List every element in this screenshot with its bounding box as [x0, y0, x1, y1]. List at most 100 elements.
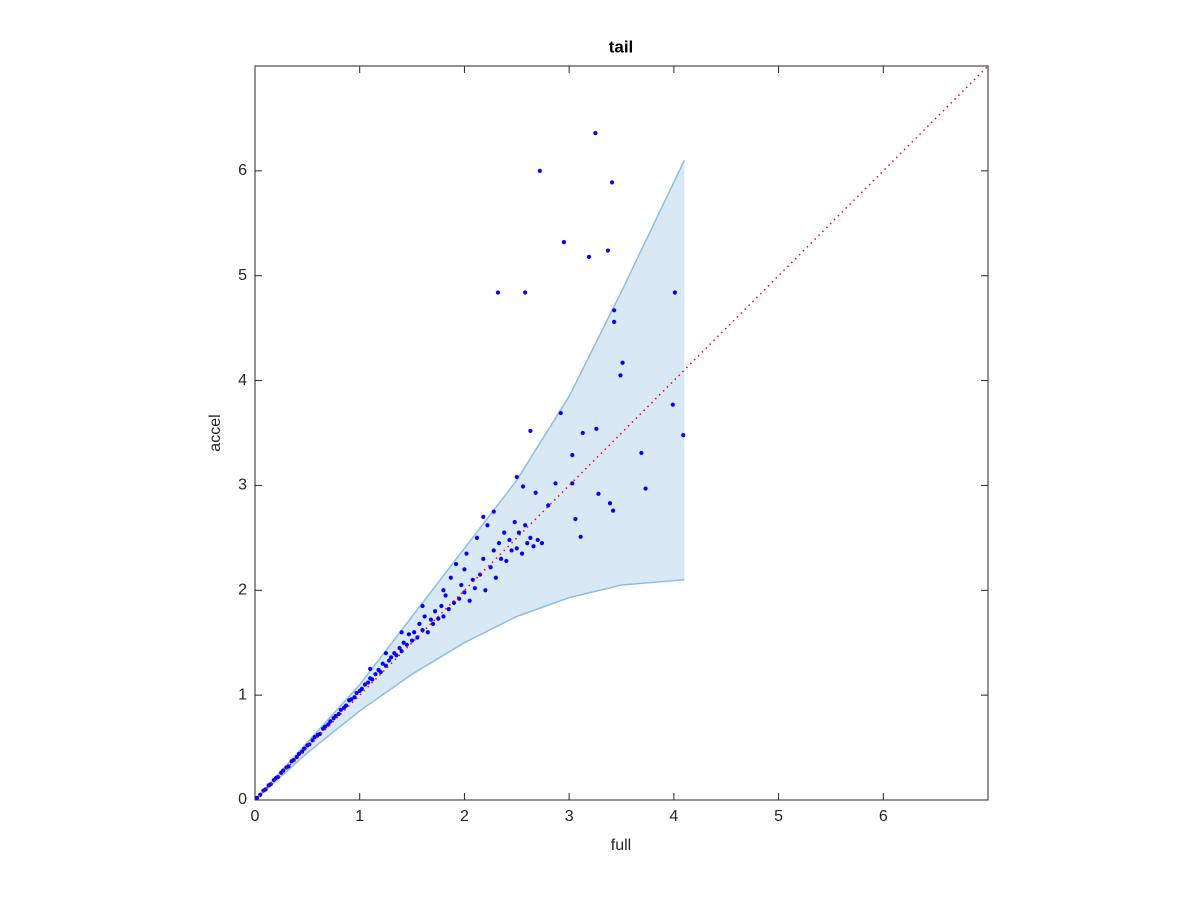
point [397, 645, 402, 651]
point [586, 254, 592, 259]
point [609, 180, 615, 185]
point [481, 556, 486, 561]
band-edge [254, 579, 685, 801]
point [502, 530, 507, 535]
point [573, 516, 578, 522]
point [462, 567, 467, 572]
point [404, 642, 409, 647]
point [378, 669, 383, 675]
point [528, 535, 533, 540]
point [417, 621, 422, 626]
point [514, 546, 519, 551]
point [368, 666, 373, 672]
point [365, 680, 371, 685]
point [383, 651, 388, 656]
point [453, 561, 459, 567]
point [443, 593, 448, 598]
point [275, 774, 281, 780]
point [296, 751, 302, 756]
reference-line [254, 65, 989, 801]
point [493, 575, 498, 580]
point [344, 703, 349, 708]
point [302, 746, 307, 751]
point [373, 672, 378, 677]
point [430, 621, 436, 626]
point [546, 503, 551, 508]
point [519, 551, 525, 556]
point [464, 551, 469, 556]
point [370, 677, 375, 682]
point [520, 484, 526, 489]
point [286, 764, 291, 769]
point [349, 697, 354, 702]
point [561, 240, 567, 245]
y-tick-label: 0 [238, 791, 247, 808]
y-tick-label: 3 [238, 477, 247, 494]
y-tick-label: 4 [238, 372, 247, 389]
point [263, 787, 268, 792]
point [446, 607, 451, 612]
point [523, 523, 528, 528]
point [380, 661, 385, 666]
point [498, 556, 504, 561]
point [359, 686, 364, 691]
x-tick-label: 5 [774, 808, 783, 825]
point [611, 508, 616, 513]
point [528, 428, 533, 434]
point [618, 373, 623, 378]
point [593, 131, 598, 136]
point [639, 450, 644, 456]
point [433, 609, 438, 614]
band-edge [254, 160, 686, 801]
point [596, 491, 601, 496]
point [467, 598, 472, 603]
point [620, 360, 625, 365]
x-tick-label: 4 [669, 808, 678, 825]
point [472, 586, 477, 591]
band-fill [255, 160, 685, 800]
point [409, 638, 415, 643]
point [507, 537, 512, 543]
point [448, 575, 453, 580]
point [578, 534, 583, 539]
point [425, 630, 430, 635]
point [459, 582, 464, 588]
point [481, 514, 486, 519]
point [558, 410, 563, 416]
point [323, 724, 328, 729]
point [525, 541, 530, 546]
point [580, 430, 585, 436]
point [483, 588, 488, 593]
point [607, 501, 613, 506]
x-tick-label: 6 [879, 808, 888, 825]
point [422, 614, 427, 619]
x-tick-label: 2 [460, 808, 469, 825]
point [672, 290, 678, 295]
point [523, 290, 528, 295]
point [420, 603, 425, 609]
point [441, 614, 446, 619]
point [428, 617, 434, 622]
point [670, 402, 675, 407]
point [401, 640, 406, 645]
point [535, 537, 540, 543]
point [312, 734, 317, 740]
point [394, 653, 399, 658]
point [336, 711, 341, 717]
point [485, 523, 490, 528]
point [362, 682, 368, 687]
point [470, 577, 475, 582]
x-tick-label: 1 [355, 808, 364, 825]
point [389, 655, 394, 660]
point [512, 520, 517, 525]
point [504, 558, 509, 564]
y-tick-label: 1 [238, 686, 247, 703]
y-axis-label: accel [207, 414, 224, 451]
y-tick-label: 5 [238, 267, 247, 284]
point [553, 481, 558, 486]
point [386, 658, 392, 663]
point [399, 630, 404, 635]
point [570, 452, 575, 458]
point [338, 707, 343, 712]
